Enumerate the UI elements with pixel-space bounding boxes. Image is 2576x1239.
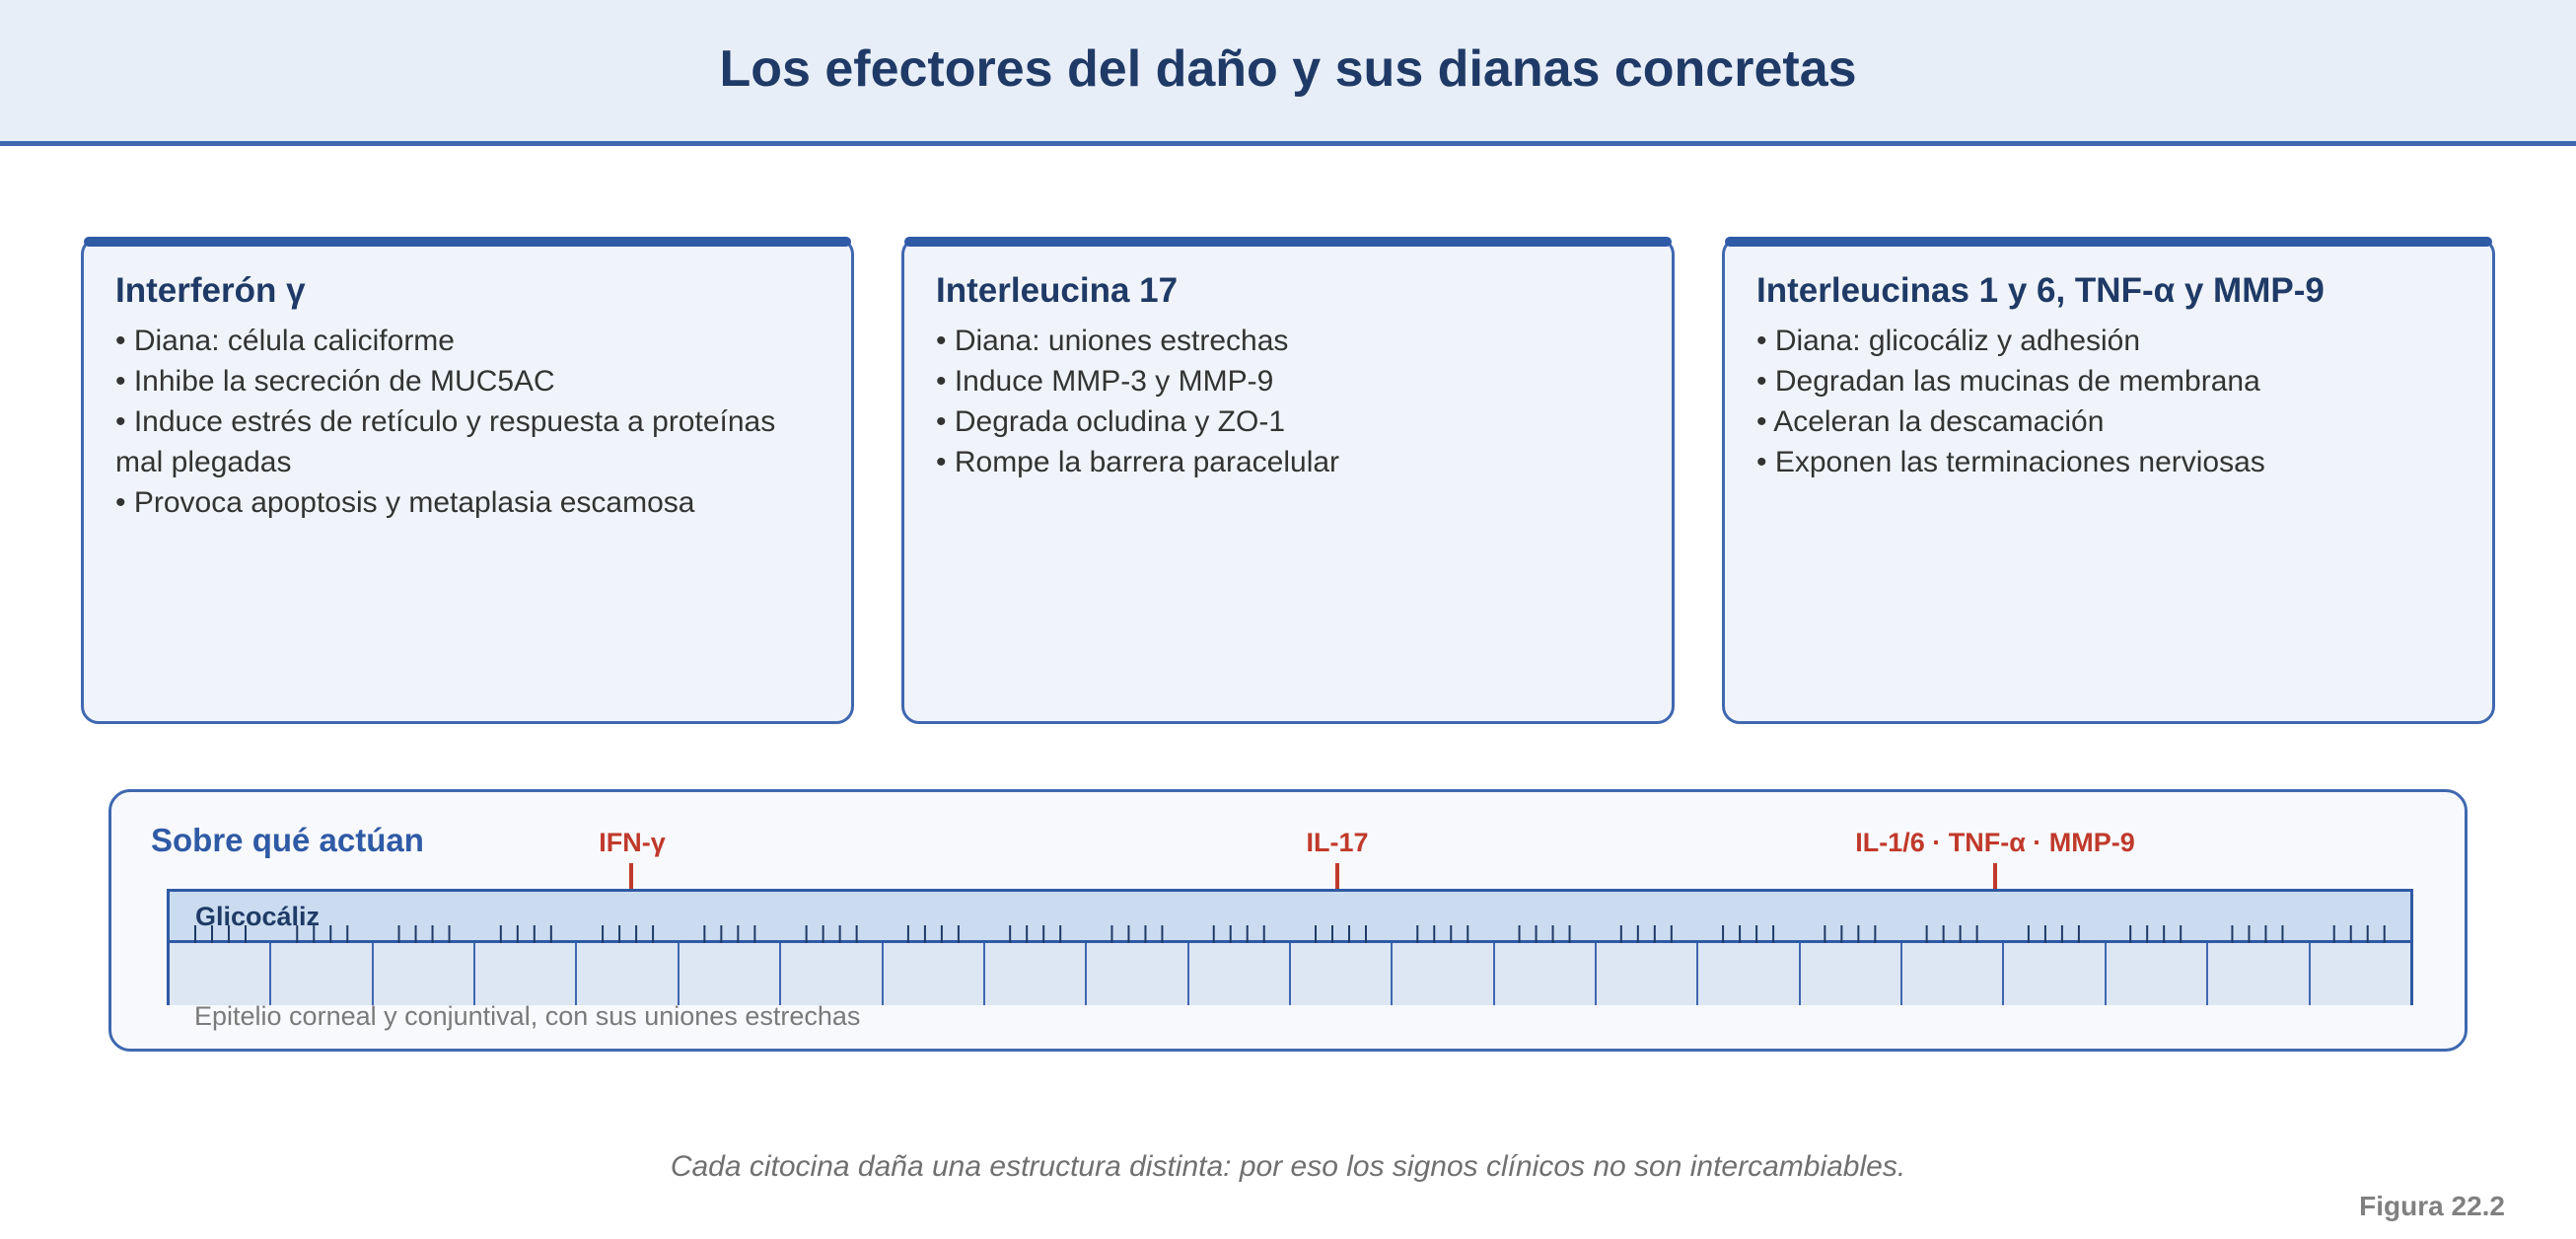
- targets-panel: Sobre qué actúan IFN-γ IL-17 IL-1/6 · TN…: [108, 789, 2468, 1052]
- list-item: Degradan las mucinas de membrana: [1756, 361, 2463, 401]
- epithelium-label: Epitelio corneal y conjuntival, con sus …: [194, 1001, 861, 1031]
- figure-caption: Cada citocina daña una estructura distin…: [670, 1150, 1906, 1183]
- card-accent-bar: [1725, 237, 2492, 247]
- epithelial-cell: [2106, 943, 2209, 1005]
- epithelial-cell: [577, 943, 680, 1005]
- figure-number: Figura 22.2: [2359, 1191, 2505, 1221]
- epithelial-cell-row: [170, 943, 2410, 1005]
- epithelial-cell: [679, 943, 782, 1005]
- epithelial-cell: [2004, 943, 2107, 1005]
- epithelial-cell: [1290, 943, 1394, 1005]
- panel-title: Sobre qué actúan: [151, 822, 424, 858]
- card-il1-il6-tnf-mmp9: Interleucinas 1 y 6, TNF-α y MMP-9 Diana…: [1722, 237, 2495, 724]
- epithelial-cell: [883, 943, 985, 1005]
- header-band: Los efectores del daño y sus dianas conc…: [0, 0, 2576, 146]
- card-accent-bar: [904, 237, 1672, 247]
- list-item: Diana: glicocáliz y adhesión: [1756, 321, 2463, 361]
- epithelial-cell: [1188, 943, 1291, 1005]
- epithelial-cell: [1494, 943, 1598, 1005]
- epithelial-cell: [984, 943, 1088, 1005]
- list-item: Diana: célula caliciforme: [115, 321, 822, 361]
- epithelial-cell: [1800, 943, 1903, 1005]
- epithelial-cell: [271, 943, 374, 1005]
- page-title: Los efectores del daño y sus dianas conc…: [719, 39, 1857, 98]
- glycocalyx-label: Glicocáliz: [195, 902, 321, 931]
- arrow-label-ifn-gamma: IFN-γ: [599, 828, 666, 857]
- epithelial-cell: [1597, 943, 1699, 1005]
- card-list: Diana: célula caliciforme Inhibe la secr…: [115, 321, 822, 523]
- card-interleukin-17: Interleucina 17 Diana: uniones estrechas…: [901, 237, 1675, 724]
- card-interferon-gamma: Interferón γ Diana: célula caliciforme I…: [81, 237, 854, 724]
- glycocalyx-ticks: [194, 925, 2386, 943]
- arrow-label-il1-6-tnf-mmp9: IL-1/6 · TNF-α · MMP-9: [1855, 828, 2135, 857]
- list-item: Diana: uniones estrechas: [936, 321, 1642, 361]
- list-item: Aceleran la descamación: [1756, 401, 2463, 442]
- epithelial-cell: [2310, 943, 2410, 1005]
- card-list: Diana: uniones estrechas Induce MMP-3 y …: [936, 321, 1642, 482]
- card-accent-bar: [84, 237, 851, 247]
- epithelial-cell: [781, 943, 884, 1005]
- epithelial-cell: [2208, 943, 2311, 1005]
- list-item: Inhibe la secreción de MUC5AC: [115, 361, 822, 401]
- list-item: Rompe la barrera paracelular: [936, 442, 1642, 482]
- list-item: Induce estrés de retículo y respuesta a …: [115, 401, 822, 482]
- glycocalyx-layer: Glicocáliz: [170, 892, 2410, 943]
- list-item: Degrada ocludina y ZO-1: [936, 401, 1642, 442]
- card-title: Interferón γ: [115, 271, 306, 310]
- epithelial-cell: [1698, 943, 1801, 1005]
- arrow-label-il-17: IL-17: [1306, 828, 1369, 857]
- epithelial-cell: [1902, 943, 2005, 1005]
- epithelial-cell: [170, 943, 272, 1005]
- epithelial-cell: [475, 943, 578, 1005]
- epithelial-cell: [373, 943, 476, 1005]
- epithelial-cell: [1087, 943, 1189, 1005]
- card-list: Diana: glicocáliz y adhesión Degradan la…: [1756, 321, 2463, 482]
- list-item: Provoca apoptosis y metaplasia escamosa: [115, 482, 822, 523]
- card-title: Interleucinas 1 y 6, TNF-α y MMP-9: [1756, 271, 2325, 310]
- epithelial-cell: [1393, 943, 1495, 1005]
- epithelium-diagram: Glicocáliz: [167, 889, 2413, 1005]
- list-item: Exponen las terminaciones nerviosas: [1756, 442, 2463, 482]
- card-title: Interleucina 17: [936, 271, 1179, 310]
- list-item: Induce MMP-3 y MMP-9: [936, 361, 1642, 401]
